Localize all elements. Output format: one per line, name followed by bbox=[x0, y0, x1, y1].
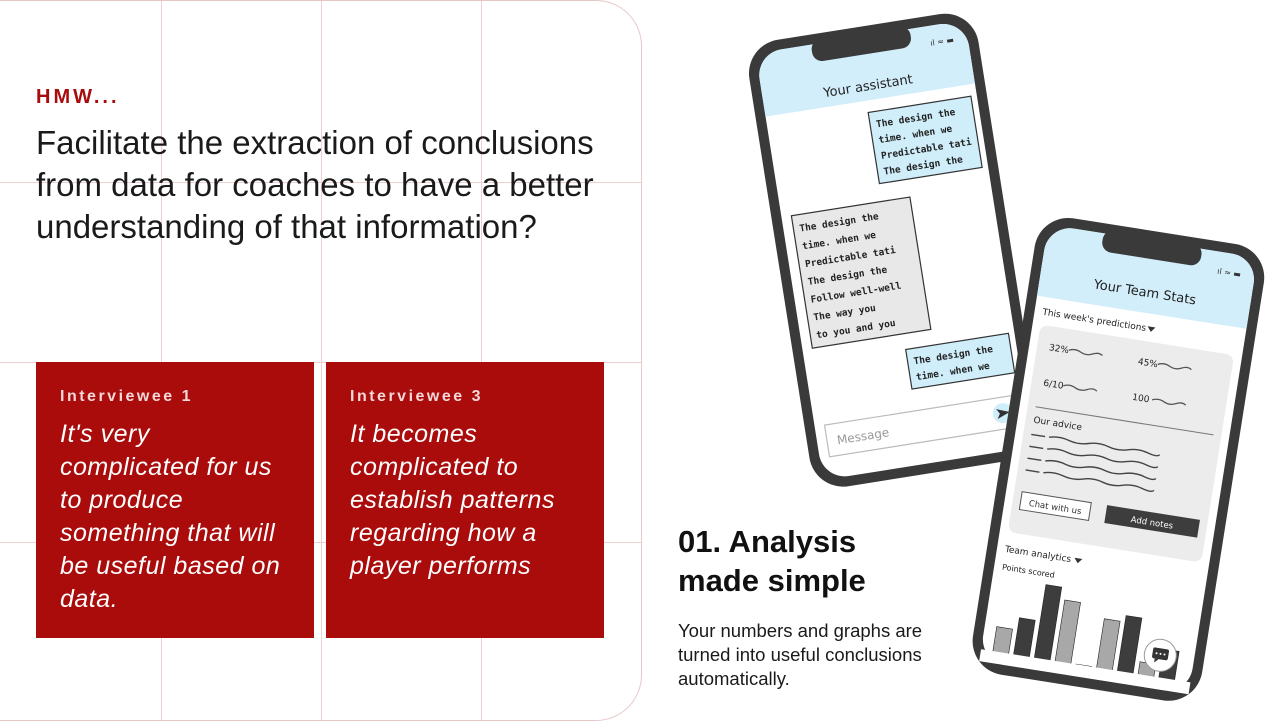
interview-card-2: Interviewee 3 It becomes complicated to … bbox=[326, 362, 604, 638]
hmw-label: HMW... bbox=[36, 86, 120, 108]
status-icons: ıl ≈ ▬ bbox=[1217, 267, 1242, 280]
grid-line bbox=[321, 1, 322, 720]
grid-line bbox=[161, 1, 162, 720]
chevron-down-icon bbox=[1074, 557, 1083, 564]
grid-line bbox=[481, 1, 482, 720]
feature-title: 01. Analysis made simple bbox=[678, 524, 866, 598]
svg-text:100: 100 bbox=[1131, 393, 1150, 406]
feature-description: Your numbers and graphs are turned into … bbox=[678, 620, 923, 689]
predictions-card bbox=[1008, 325, 1233, 562]
grid-line bbox=[0, 362, 641, 363]
interview-quote: It becomes complicated to establish patt… bbox=[350, 420, 555, 580]
svg-text:6/10: 6/10 bbox=[1043, 379, 1065, 392]
interview-quote: It's very complicated for us to produce … bbox=[60, 420, 281, 613]
grid-line bbox=[0, 182, 641, 183]
add-notes-button[interactable] bbox=[1104, 505, 1200, 538]
grid-line bbox=[0, 542, 641, 543]
chat-bubble-user bbox=[790, 196, 932, 349]
chat-with-us-button[interactable] bbox=[1018, 491, 1092, 522]
stats-phone-mockup: ıl ≈ ▬ Your Team Stats This week's predi… bbox=[972, 217, 1265, 701]
interviewee-name: Interviewee 3 bbox=[350, 388, 483, 405]
chevron-down-icon bbox=[1147, 326, 1156, 332]
assistant-phone-mockup: ıl ≈ ▬ Your assistant The design the tim… bbox=[748, 13, 1040, 487]
interviewee-name: Interviewee 1 bbox=[60, 388, 193, 405]
advice-text-scribble bbox=[1025, 433, 1161, 492]
chat-bubble-assistant bbox=[905, 332, 1016, 390]
chat-bubble-assistant bbox=[867, 95, 983, 185]
svg-text:32%: 32% bbox=[1048, 343, 1070, 356]
interview-card-1: Interviewee 1 It's very complicated for … bbox=[36, 362, 314, 638]
status-icons: ıl ≈ ▬ bbox=[930, 35, 955, 48]
hmw-question: Facilitate the extraction of conclusions… bbox=[36, 124, 594, 245]
svg-text:45%: 45% bbox=[1137, 357, 1159, 370]
